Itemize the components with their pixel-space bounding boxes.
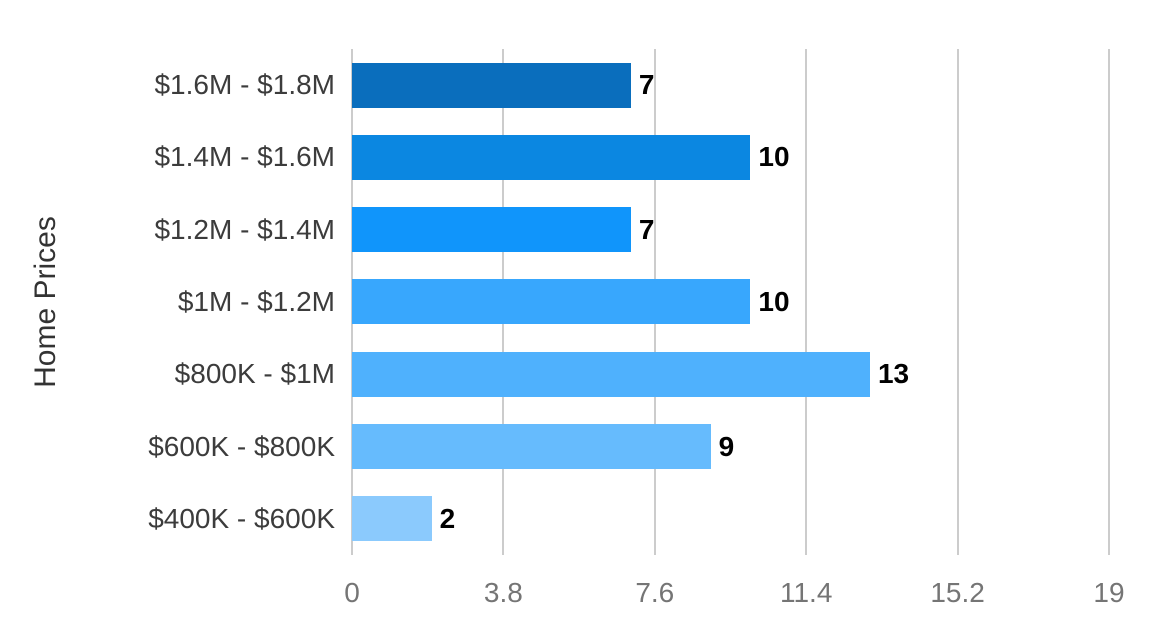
bar[interactable] bbox=[352, 134, 751, 180]
bar[interactable] bbox=[352, 207, 631, 253]
gridline bbox=[805, 49, 808, 555]
category-label: $600K - $800K bbox=[148, 430, 335, 462]
bar-value-label: 9 bbox=[718, 430, 735, 462]
category-label: $400K - $600K bbox=[148, 502, 335, 534]
bar-row: 10 bbox=[352, 266, 1109, 338]
bar-row: 7 bbox=[352, 49, 1109, 121]
bar-row: 7 bbox=[352, 194, 1109, 266]
category-label: $1.6M - $1.8M bbox=[154, 69, 335, 101]
x-axis-tick-label: 11.4 bbox=[779, 577, 833, 608]
category-label: $1.4M - $1.6M bbox=[154, 141, 335, 173]
plot-area: 7 10 7 10 13 9 2 bbox=[351, 49, 1110, 555]
x-axis-tick-label: 3.8 bbox=[483, 577, 523, 608]
bar-row: 13 bbox=[352, 338, 1109, 410]
x-axis-tick-label: 0 bbox=[344, 577, 360, 608]
bar-rows: 7 10 7 10 13 9 2 bbox=[352, 49, 1109, 555]
bar[interactable] bbox=[352, 351, 870, 397]
category-label: $1M - $1.2M bbox=[177, 285, 335, 317]
x-axis-tick-label: 7.6 bbox=[635, 577, 675, 608]
category-label: $800K - $1M bbox=[174, 358, 335, 390]
category-axis-labels: $1.6M - $1.8M $1.4M - $1.6M $1.2M - $1.4M $… bbox=[0, 49, 352, 555]
bar-row: 10 bbox=[352, 121, 1109, 193]
bar[interactable] bbox=[352, 62, 631, 108]
bar-value-label: 10 bbox=[758, 285, 790, 317]
bar[interactable] bbox=[352, 496, 432, 542]
x-axis-tick-label: 15.2 bbox=[930, 577, 985, 608]
bar-value-label: 10 bbox=[758, 141, 790, 173]
bar-row: 2 bbox=[352, 483, 1109, 555]
gridline bbox=[1108, 49, 1110, 555]
bar[interactable] bbox=[352, 279, 751, 325]
category-label: $1.2M - $1.4M bbox=[154, 213, 335, 245]
x-axis-tick-label: 19 bbox=[1093, 577, 1125, 608]
x-axis: 0 3.8 7.6 11.4 15.2 19 bbox=[344, 575, 1124, 611]
bar-value-label: 7 bbox=[638, 213, 655, 245]
bar-value-label: 13 bbox=[877, 358, 910, 390]
bar-row: 9 bbox=[352, 410, 1109, 482]
bar-value-label: 7 bbox=[638, 69, 655, 101]
gridline bbox=[956, 49, 959, 555]
bar[interactable] bbox=[352, 424, 711, 470]
bar-value-label: 2 bbox=[439, 502, 456, 534]
